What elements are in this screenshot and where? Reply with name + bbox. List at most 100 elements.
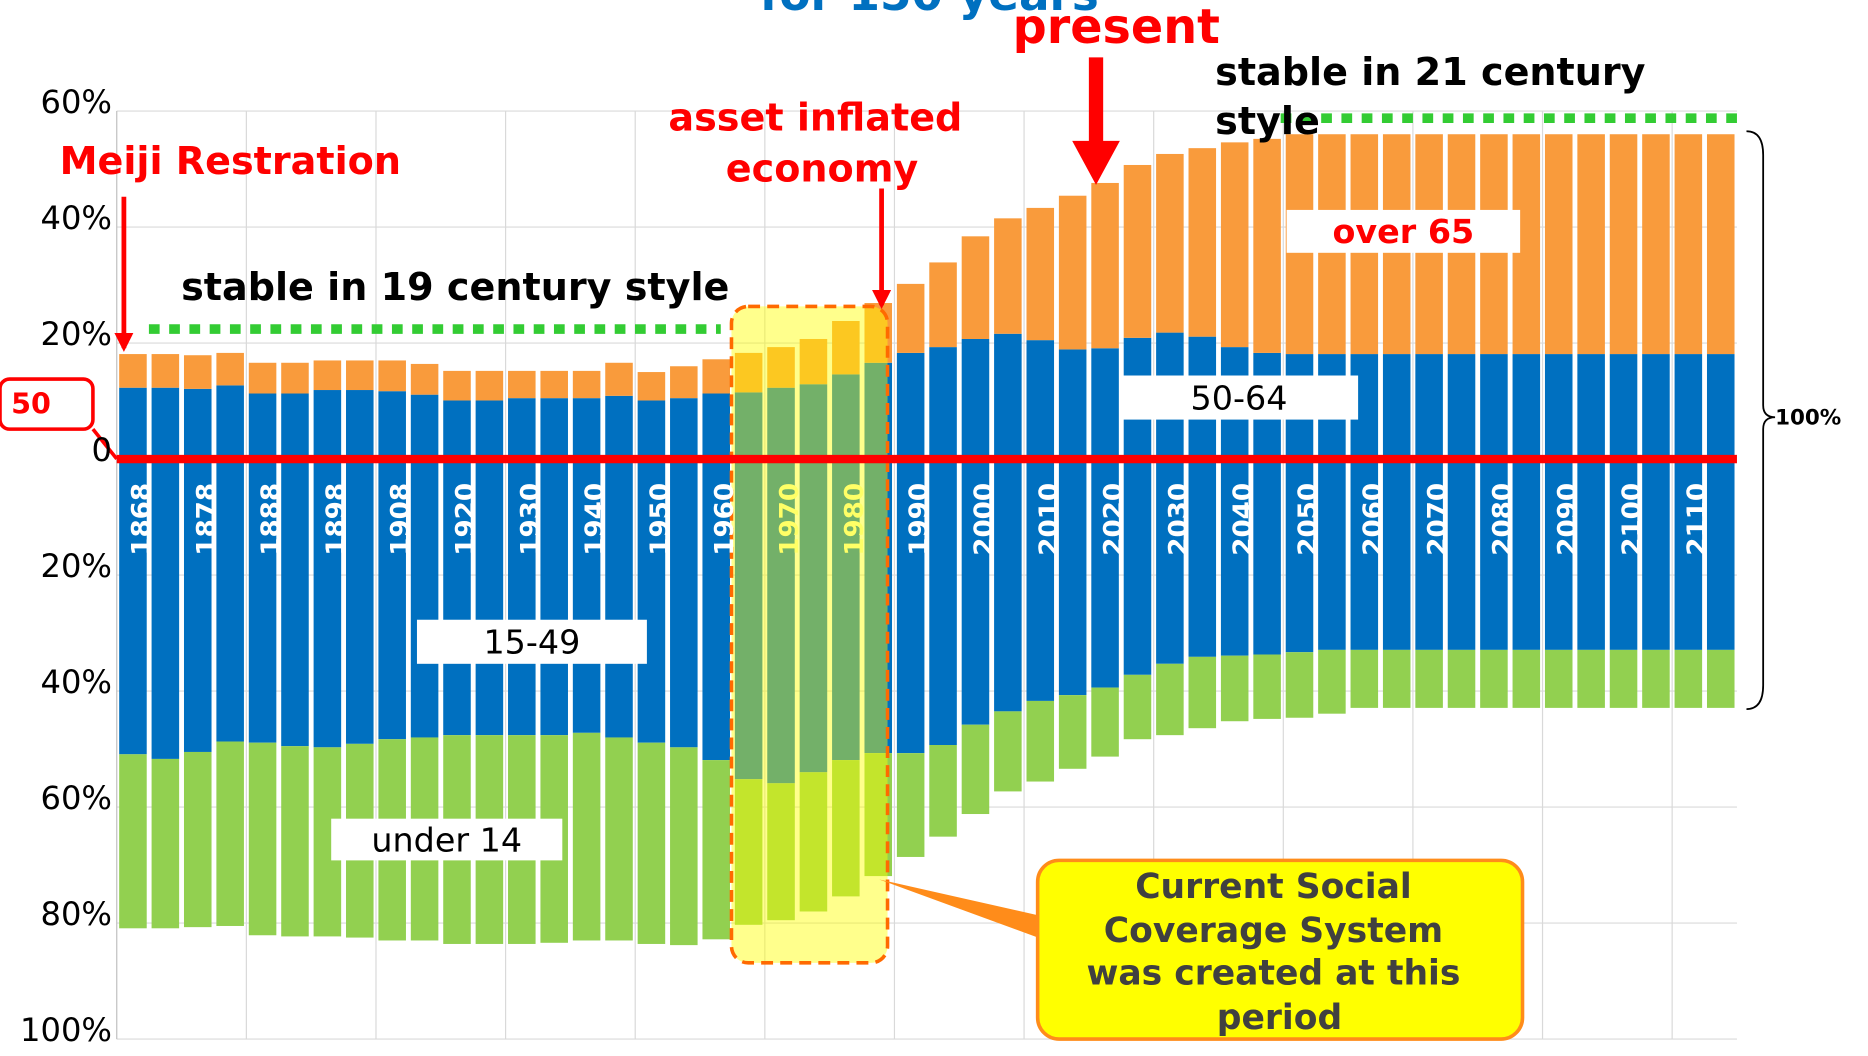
- bar: [799, 772, 828, 912]
- bar: [1285, 652, 1314, 718]
- bar: [1382, 459, 1411, 650]
- bar: [1544, 354, 1573, 460]
- x-tick-label: 2050: [1294, 483, 1324, 556]
- bar: [896, 352, 925, 460]
- bar: [734, 779, 763, 925]
- bar: [1123, 674, 1152, 740]
- bar: [605, 395, 633, 460]
- bar: [281, 459, 309, 747]
- bar: [896, 283, 925, 353]
- bar: [1188, 656, 1217, 729]
- bar: [702, 760, 730, 940]
- bar: [799, 384, 828, 460]
- bar: [670, 366, 698, 399]
- y-tick-label: 100%: [20, 1011, 112, 1049]
- bar: [1091, 182, 1119, 349]
- bar: [1156, 663, 1184, 736]
- bar: [378, 459, 406, 740]
- bar: [1253, 459, 1281, 655]
- x-tick-label: 1920: [451, 483, 481, 556]
- bar: [508, 398, 536, 460]
- bar: [1156, 459, 1184, 664]
- bar: [151, 459, 180, 759]
- bar: [1415, 459, 1443, 650]
- x-tick-label: 2030: [1164, 483, 1194, 556]
- bar: [1609, 649, 1638, 708]
- bar: [961, 724, 990, 815]
- bar: [378, 391, 406, 460]
- bar: [1220, 655, 1249, 722]
- bar: [1058, 695, 1087, 769]
- bar: [119, 387, 147, 460]
- age-marker-box: [0, 377, 95, 431]
- bar: [929, 745, 957, 837]
- bar: [1382, 649, 1411, 708]
- bar: [670, 398, 698, 460]
- bar: [1609, 459, 1638, 650]
- bar: [1642, 649, 1670, 708]
- age-marker: 50: [11, 386, 51, 420]
- bar: [767, 347, 795, 388]
- x-tick-label: 2100: [1618, 483, 1648, 556]
- bar: [1091, 459, 1119, 688]
- bar: [378, 360, 406, 392]
- bar: [572, 732, 601, 941]
- age-marker-pointer: [91, 428, 119, 461]
- bar: [346, 459, 374, 744]
- bar: [119, 459, 147, 755]
- bar: [1220, 142, 1249, 348]
- bar: [994, 333, 1022, 460]
- bar: [1544, 134, 1573, 355]
- bar: [1415, 649, 1443, 708]
- bar: [994, 218, 1022, 334]
- y-tick-label: 20%: [41, 315, 112, 353]
- bar: [1480, 354, 1508, 460]
- bar: [313, 390, 342, 460]
- bar: [151, 354, 180, 388]
- bar: [929, 347, 957, 460]
- bar: [183, 355, 212, 389]
- bar: [832, 760, 860, 897]
- bar: [1642, 354, 1670, 460]
- bar: [313, 459, 342, 748]
- bar: [572, 398, 601, 460]
- bar: [1058, 349, 1087, 460]
- bar: [1577, 459, 1605, 650]
- bar: [605, 737, 633, 941]
- x-tick-label: 1878: [192, 483, 222, 556]
- bar: [1091, 687, 1119, 757]
- bar: [1577, 134, 1605, 355]
- bar: [248, 459, 277, 743]
- bar: [605, 459, 633, 738]
- bar: [216, 385, 244, 460]
- bar: [475, 459, 504, 736]
- bar: [1058, 459, 1087, 696]
- meiji-label: Meiji Restration: [60, 139, 401, 183]
- bar: [734, 459, 763, 780]
- bar: [346, 360, 374, 391]
- bar: [1447, 649, 1476, 708]
- bar: [1188, 459, 1217, 657]
- x-tick-label: 1930: [516, 483, 546, 556]
- bar: [1285, 459, 1314, 653]
- bar: [929, 459, 957, 746]
- bar: [1544, 459, 1573, 650]
- bar: [1706, 649, 1735, 708]
- bar: [832, 374, 860, 460]
- bar: [1642, 459, 1670, 650]
- bar: [443, 370, 471, 401]
- bar: [1350, 459, 1379, 650]
- bar: [1318, 459, 1346, 650]
- x-tick-label: 1960: [710, 483, 740, 556]
- bar: [248, 393, 277, 460]
- bar: [1026, 459, 1055, 701]
- bar: [183, 751, 212, 928]
- x-tick-label: 1970: [775, 483, 805, 556]
- bar: [1609, 134, 1638, 355]
- bar: [605, 362, 633, 396]
- bar: [410, 459, 439, 738]
- bar: [702, 359, 730, 394]
- x-tick-label: 1990: [905, 483, 935, 556]
- y-tick-label: 0: [92, 431, 112, 469]
- bar: [1253, 138, 1281, 353]
